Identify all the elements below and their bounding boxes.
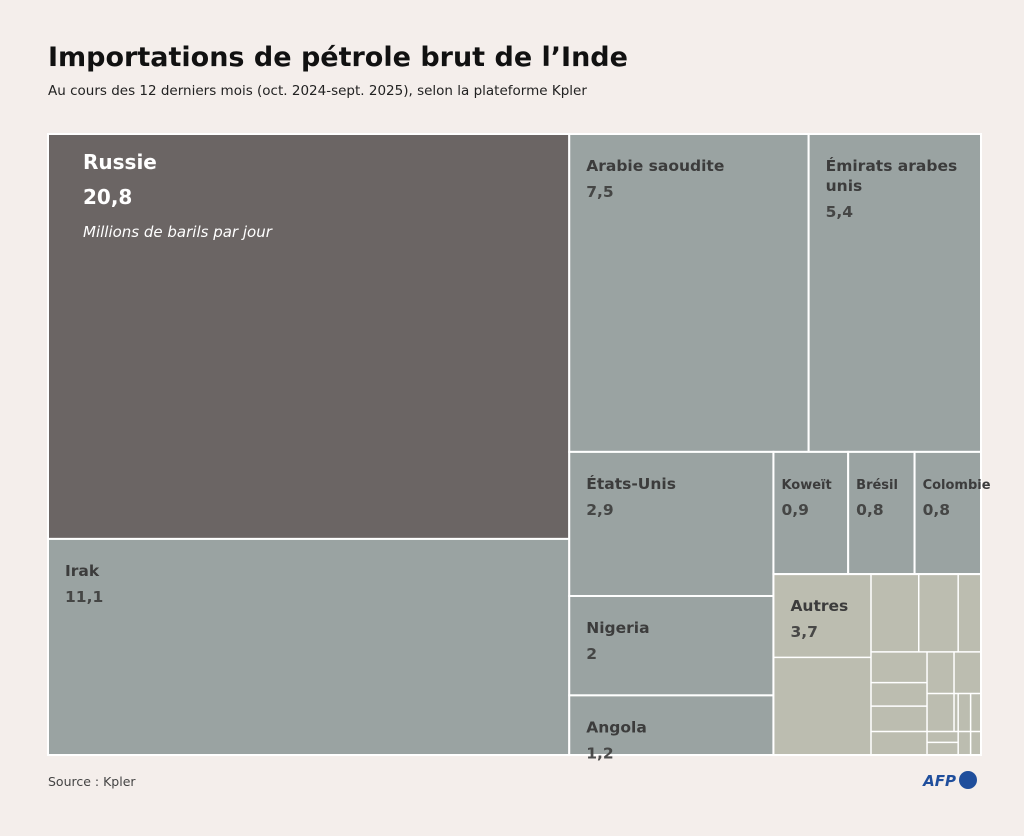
- cell-label-line: unis: [826, 177, 863, 195]
- value-label: 3,7: [790, 623, 817, 641]
- value-label: 11,1: [65, 588, 103, 606]
- treemap-cell: [568, 594, 775, 697]
- treemap-cell: [47, 133, 571, 540]
- value-label: 0,8: [923, 501, 950, 519]
- cell-label-line: Émirats arabes: [826, 156, 958, 175]
- unit-label: Millions de barils par jour: [83, 223, 273, 241]
- source: Source : Kpler: [48, 774, 136, 789]
- value-label: 2,9: [586, 501, 613, 519]
- cell-label: Nigeria: [586, 619, 649, 637]
- value-label: 7,5: [586, 183, 613, 201]
- autres-subdivisions: [773, 574, 981, 755]
- value-label: 1,2: [586, 744, 613, 762]
- cell-label: Émirats arabes unis: [826, 156, 958, 195]
- treemap-cell: [47, 537, 571, 756]
- treemap-cell: [772, 573, 982, 756]
- logo: AFP: [922, 772, 956, 790]
- treemap-cell: [807, 133, 982, 453]
- value-label: 2: [586, 645, 597, 663]
- value-label: 5,4: [826, 203, 854, 221]
- chart-subtitle: Au cours des 12 derniers mois (oct. 2024…: [48, 83, 587, 99]
- cell-label: Irak: [65, 562, 100, 580]
- cell-label: Brésil: [856, 478, 898, 493]
- cell-label: Angola: [586, 718, 647, 736]
- cell-label: Autres: [790, 597, 848, 615]
- treemap-cell: [568, 694, 775, 757]
- cell-label: Colombie: [923, 478, 991, 493]
- treemap-cell: [568, 133, 810, 453]
- logo-dot: [959, 771, 977, 789]
- value-label: 0,8: [856, 501, 883, 519]
- cell-label: États-Unis: [586, 474, 676, 493]
- chart-title: Importations de pétrole brut de l’Inde: [48, 42, 628, 73]
- cell-label: Russie: [83, 150, 157, 174]
- value-label: 20,8: [83, 185, 132, 209]
- treemap-cell: [568, 450, 775, 597]
- cell-label: Arabie saoudite: [586, 157, 724, 175]
- value-label: 0,9: [781, 501, 808, 519]
- cell-label: Koweït: [781, 478, 831, 493]
